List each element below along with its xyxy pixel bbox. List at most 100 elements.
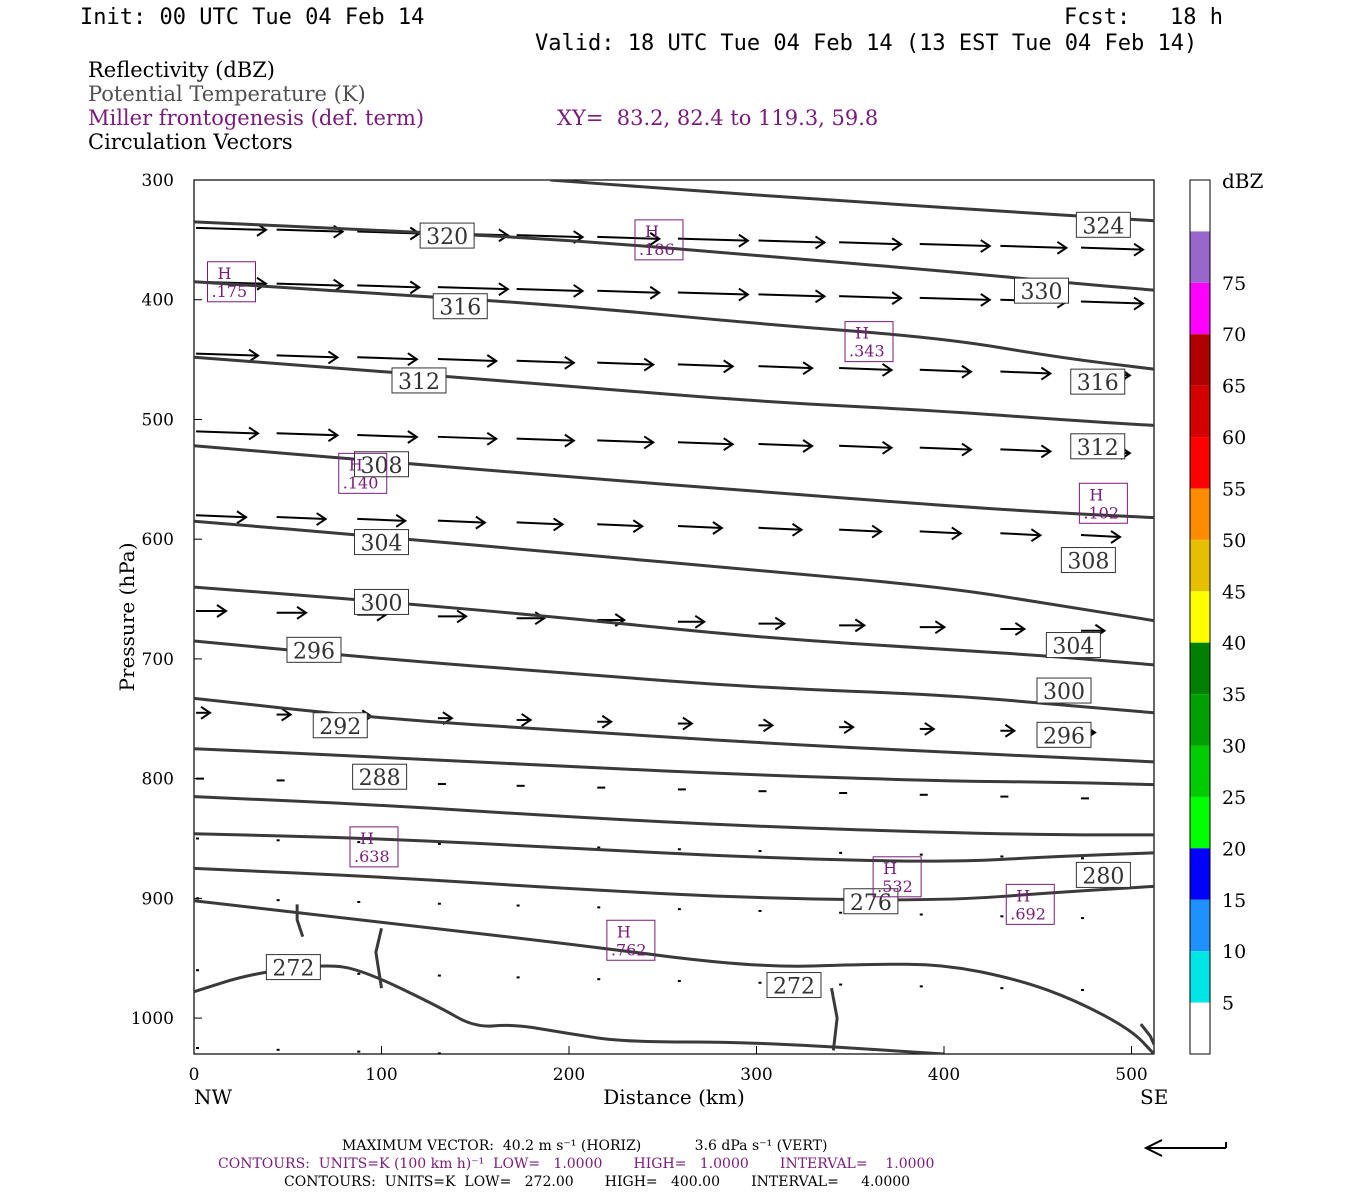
frontogenesis-high-marker: H: [883, 859, 897, 878]
circulation-vector-head: [762, 718, 775, 733]
circulation-vector: [597, 361, 654, 366]
contour-label-box: [391, 367, 447, 394]
contour-label-box: [354, 529, 409, 556]
contour-label: 308: [361, 454, 403, 479]
theta-contour-304: [194, 585, 1154, 667]
colorbar-level-label: 15: [1222, 890, 1246, 912]
colorbar-segment: [1190, 642, 1210, 695]
circulation-vector: [758, 526, 802, 531]
circulation-vector-head: [1133, 296, 1145, 311]
y-axis-title: Pressure (hPa): [115, 543, 139, 692]
circulation-vector-head: [854, 618, 867, 633]
circulation-vector: [919, 530, 961, 535]
circulation-vector-head: [407, 352, 419, 367]
circulation-vector: [919, 446, 971, 451]
circulation-vector-head: [564, 433, 576, 448]
forecast-hour: Fcst: 18 h: [1064, 5, 1223, 30]
y-tick-label: 1000: [131, 1009, 174, 1029]
theta-contour-296: [194, 696, 1154, 764]
circulation-vector-head: [774, 616, 787, 631]
frontogenesis-high-marker: H: [645, 222, 659, 241]
circulation-vector: [516, 359, 574, 364]
circulation-vector: [839, 366, 892, 371]
frontogenesis-high-box: [606, 919, 656, 961]
circulation-vector-head: [881, 440, 894, 455]
circulation-vector: [839, 528, 882, 533]
x-left-end-label: NW: [194, 1085, 233, 1109]
circulation-vector: [516, 521, 563, 526]
colorbar-level-label: 30: [1222, 736, 1246, 758]
circulation-vector: [919, 368, 971, 373]
colorbar-segment: [1190, 745, 1210, 797]
colorbar-segment: [1190, 385, 1210, 438]
circulation-vector: [516, 287, 583, 292]
frontogenesis-high-value: .140: [343, 473, 379, 492]
frontogenesis-high-value: .175: [212, 282, 248, 301]
frontogenesis-high-value: .343: [849, 342, 885, 361]
circulation-vector: [357, 434, 417, 439]
circulation-vector: [597, 289, 660, 294]
circulation-vector-head: [891, 291, 903, 305]
colorbar-level-label: 65: [1222, 376, 1246, 398]
x-axis-title: Distance (km): [603, 1085, 745, 1109]
circulation-vector: [1080, 533, 1121, 538]
circulation-vector: [195, 352, 259, 357]
contour-label-box: [1045, 632, 1101, 659]
field-reflectivity: Reflectivity (dBZ): [88, 58, 276, 82]
contour-label: 272: [773, 975, 815, 1000]
contour-label-box: [1060, 547, 1116, 574]
contour-label-box: [843, 888, 899, 915]
circulation-vector: [597, 523, 643, 528]
colorbar-frame: [1189, 179, 1211, 1055]
circulation-vector: [1080, 300, 1144, 305]
x-tick-label: 400: [928, 1065, 960, 1085]
circulation-vector: [839, 241, 902, 246]
circulation-vector-head: [802, 439, 814, 453]
y-tick-label: 700: [142, 650, 174, 670]
circulation-vector: [597, 235, 660, 240]
circulation-vector: [1080, 246, 1144, 251]
circulation-vector-head: [802, 361, 814, 376]
theta-contour-316: [194, 355, 1154, 427]
frontogenesis-high-value: .692: [1010, 904, 1046, 923]
circulation-vector-head: [712, 521, 724, 535]
circulation-vector-head: [723, 359, 735, 374]
theta-contour-272: [295, 904, 305, 938]
contour-label: 308: [1067, 550, 1109, 575]
colorbar-segment: [1190, 1002, 1210, 1054]
theta-contour-312: [194, 444, 1154, 520]
init-time: Init: 00 UTC Tue 04 Feb 14: [80, 5, 425, 30]
circulation-vector-head: [327, 350, 340, 365]
circulation-vector: [276, 354, 338, 359]
colorbar-level-label: 35: [1222, 684, 1246, 706]
colorbar-level-label: 75: [1222, 273, 1246, 295]
frontogenesis-high-marker: H: [855, 324, 869, 343]
circulation-vector-head: [881, 363, 894, 377]
circulation-vector-head: [980, 293, 992, 307]
colorbar-title: dBZ: [1222, 169, 1264, 193]
circulation-vector: [758, 442, 813, 447]
x-tick-label: 500: [1115, 1065, 1147, 1085]
y-tick-label: 600: [142, 530, 174, 550]
theta-contour-272: [830, 987, 839, 1051]
frontogenesis-high-box: [1005, 883, 1055, 925]
circulation-vector-head: [1040, 366, 1053, 381]
circulation-vector-head: [843, 720, 855, 734]
frontogenesis-high-box: [844, 321, 894, 363]
circulation-vector-head: [643, 435, 656, 450]
circulation-vector-head: [456, 609, 468, 624]
circulation-vector: [919, 296, 990, 301]
circulation-vector-head: [296, 605, 308, 620]
frontogenesis-high-box: [207, 261, 256, 303]
frontogenesis-contour-note: CONTOURS: UNITS=K (100 km h)⁻¹ LOW= 1.00…: [218, 1156, 935, 1172]
colorbar-segment: [1190, 694, 1210, 746]
frontogenesis-high-box: [872, 856, 922, 898]
circulation-vector-head: [891, 237, 903, 252]
colorbar-level-label: 5: [1222, 993, 1234, 1015]
circulation-vector-head: [200, 705, 212, 720]
circulation-vector: [758, 239, 825, 244]
frontogenesis-high-box: [1078, 482, 1128, 524]
circulation-vector-head: [723, 437, 735, 452]
contour-label-box: [1070, 368, 1126, 395]
colorbar-level-label: 20: [1222, 838, 1246, 860]
